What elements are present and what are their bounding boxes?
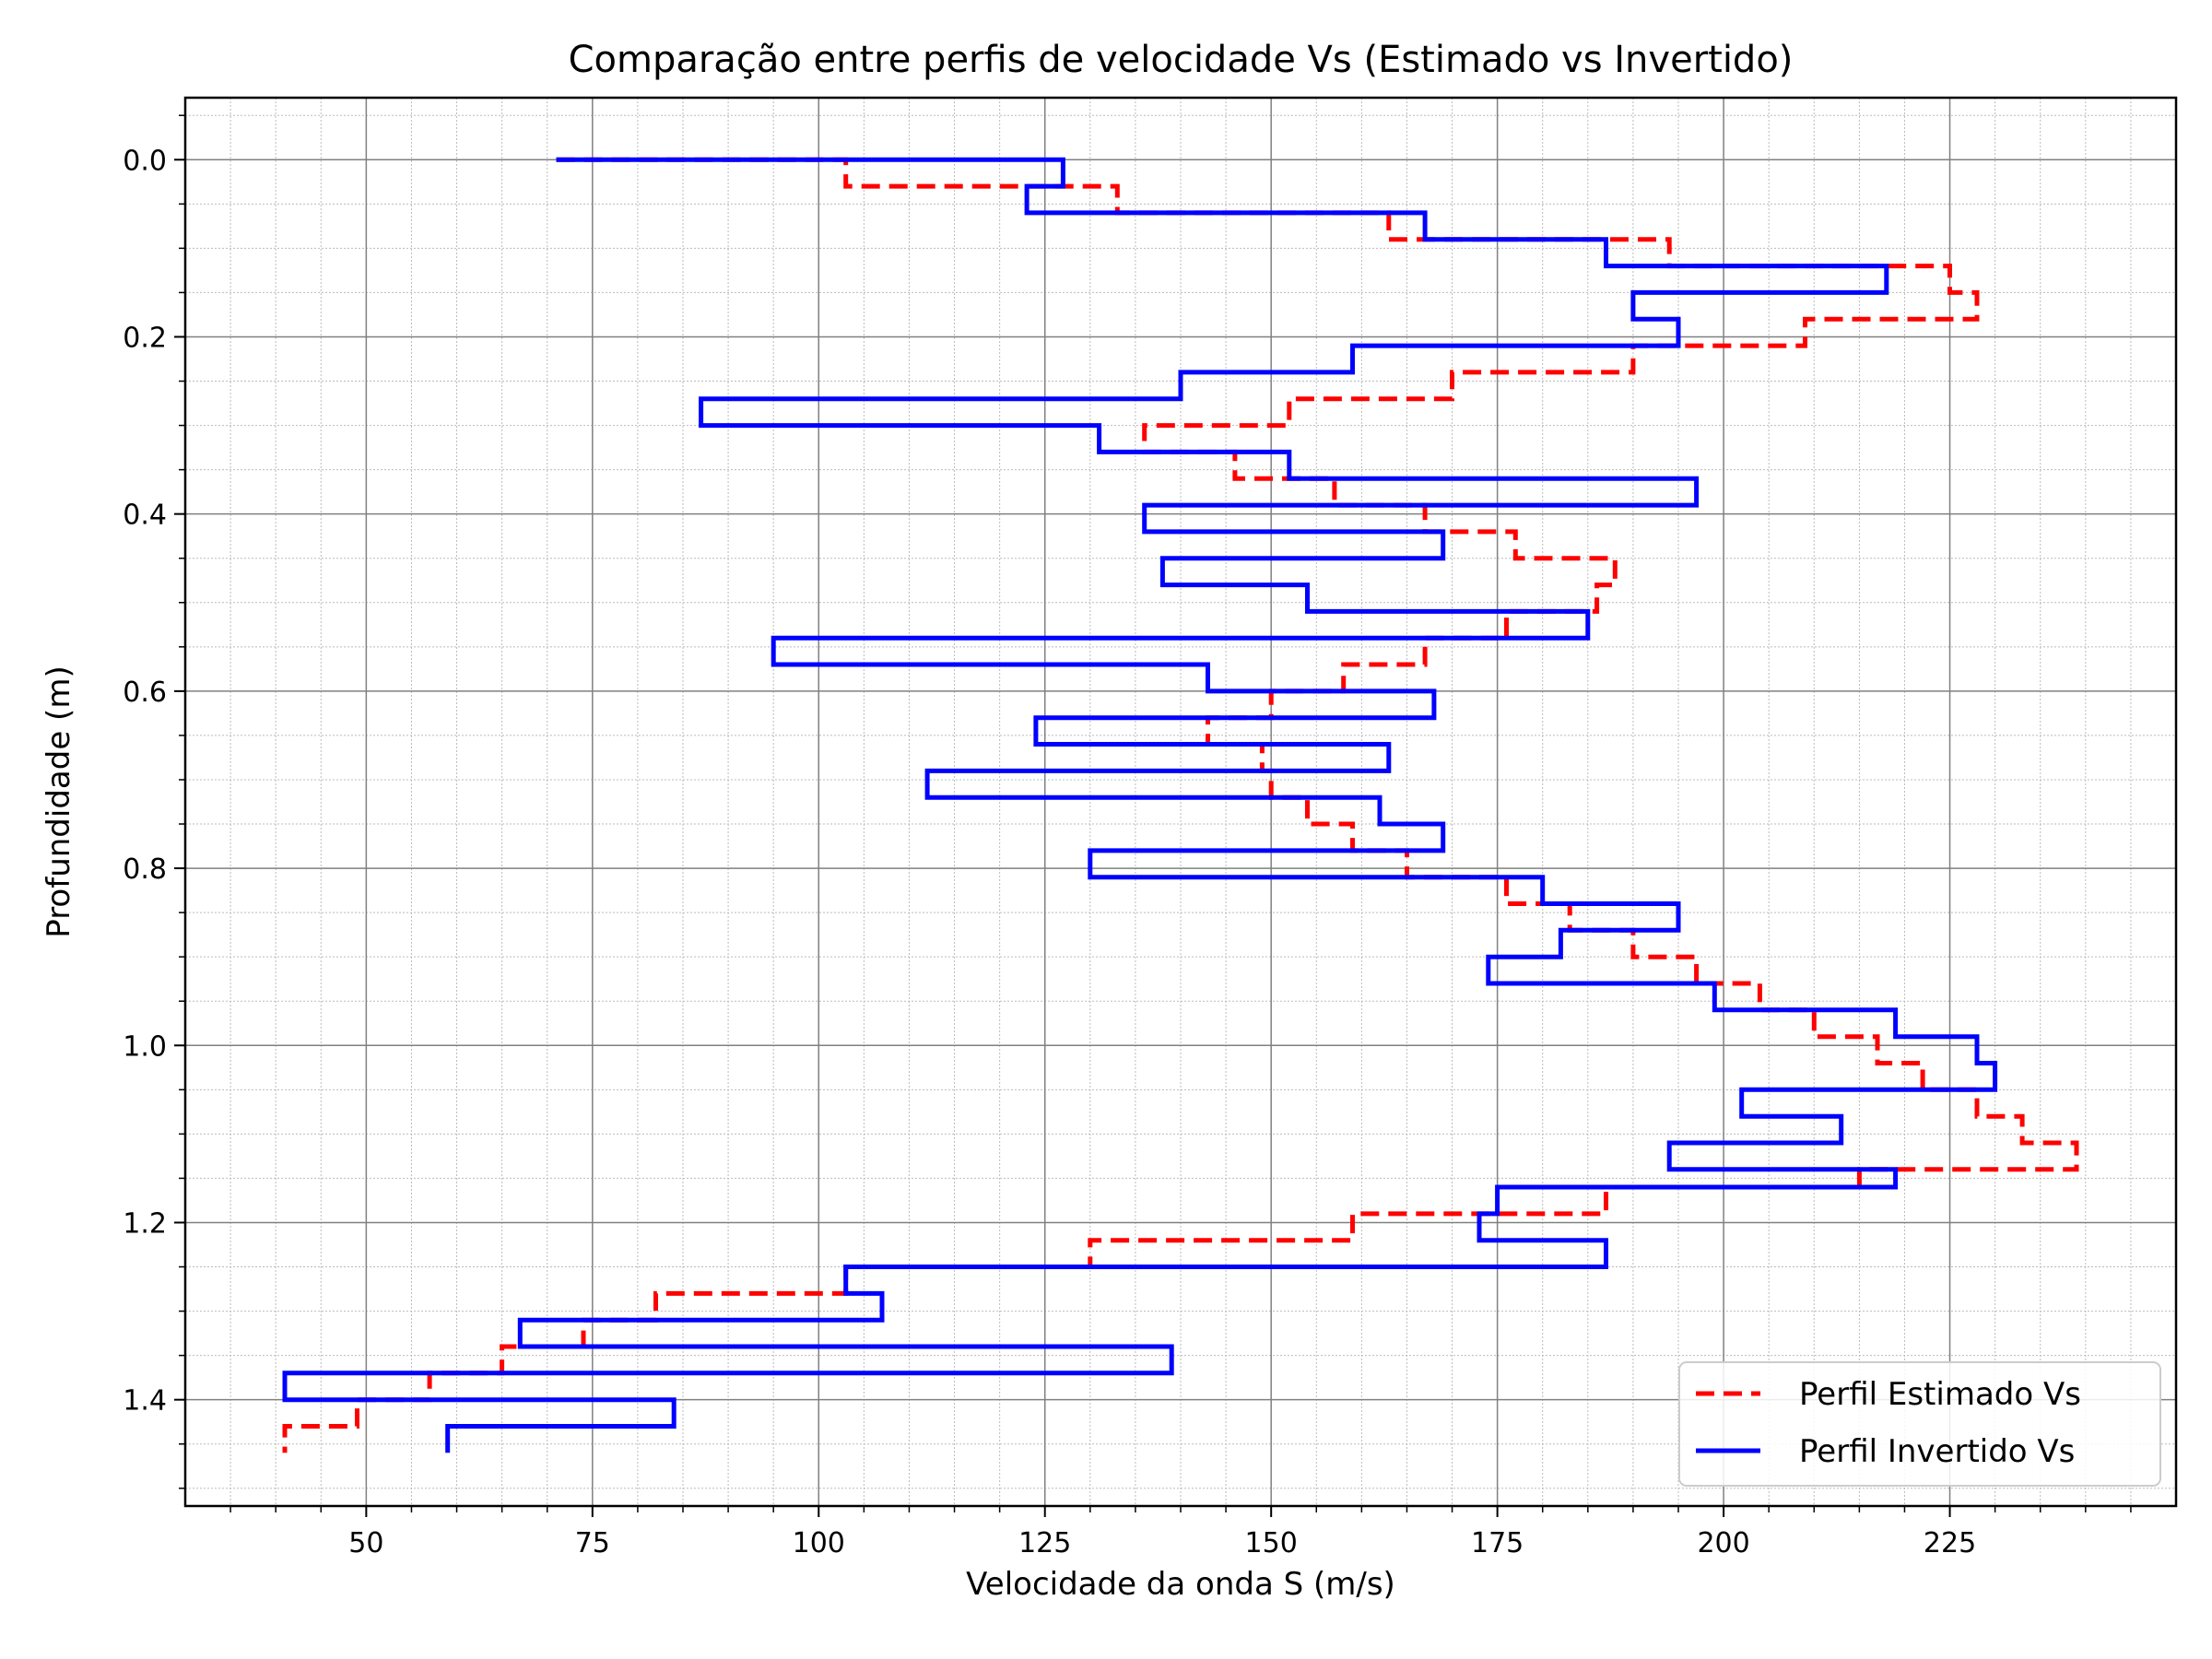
y-tick-label: 0.2: [123, 322, 167, 354]
y-axis-ticks: 0.0 0.2 0.4 0.6 0.8 1.0 1.2 1.4: [123, 114, 185, 1489]
legend-label-estimated: Perfil Estimado Vs: [1799, 1376, 2081, 1413]
minor-grid: [185, 98, 2176, 1506]
legend: Perfil Estimado Vs Perfil Invertido Vs: [1678, 1361, 2161, 1487]
x-tick-label: 150: [1245, 1527, 1298, 1559]
x-tick-label: 125: [1018, 1527, 1071, 1559]
legend-box: [1678, 1361, 2161, 1487]
x-tick-label: 225: [1924, 1527, 1976, 1559]
legend-label-inverted: Perfil Invertido Vs: [1799, 1433, 2075, 1470]
x-tick-label: 100: [793, 1527, 845, 1559]
x-tick-label: 75: [575, 1527, 610, 1559]
x-tick-label: 50: [348, 1527, 383, 1559]
x-tick-label: 175: [1471, 1527, 1524, 1559]
x-axis-ticks: 50 75 100 125 150 175 200 225: [229, 1506, 2132, 1559]
y-tick-label: 1.0: [123, 1030, 167, 1063]
plot-lines: [282, 157, 2079, 1453]
y-tick-label: 0.4: [123, 500, 167, 532]
y-axis-label: Profundidade (m): [41, 665, 77, 937]
y-tick-label: 1.4: [123, 1385, 167, 1418]
y-tick-label: 0.8: [123, 853, 167, 886]
series-line-inverted: [282, 157, 1998, 1453]
x-tick-label: 200: [1697, 1527, 1749, 1559]
series-line-estimated: [282, 157, 2079, 1453]
y-tick-label: 1.2: [123, 1207, 167, 1240]
y-tick-label: 0.6: [123, 677, 167, 709]
y-tick-label: 0.0: [123, 145, 167, 177]
x-axis-label: Velocidade da onda S (m/s): [966, 1566, 1395, 1603]
chart-title: Comparação entre perfis de velocidade Vs…: [569, 39, 1794, 81]
